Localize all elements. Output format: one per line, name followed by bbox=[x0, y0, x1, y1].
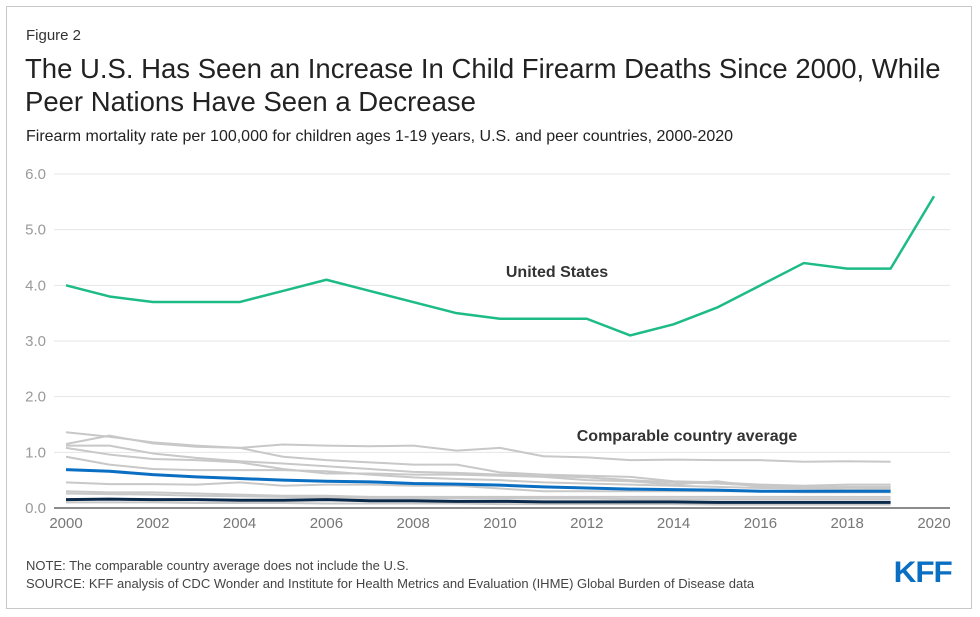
x-tick-label: 2004 bbox=[223, 515, 256, 532]
y-tick-label: 2.0 bbox=[25, 389, 46, 406]
y-tick-label: 4.0 bbox=[25, 277, 46, 294]
series-line-peer-country bbox=[66, 444, 891, 488]
figure-label: Figure 2 bbox=[26, 27, 82, 44]
x-tick-label: 2010 bbox=[483, 515, 516, 532]
x-tick-label: 2006 bbox=[310, 515, 343, 532]
series-line-comparable-country-average bbox=[65, 468, 891, 493]
chart-title: The U.S. Has Seen an Increase In Child F… bbox=[25, 53, 941, 117]
x-tick-label: 2000 bbox=[49, 515, 82, 532]
annotation-label: Comparable country average bbox=[577, 428, 798, 445]
series-line-peer-country bbox=[65, 446, 891, 489]
note-text: NOTE: The comparable country average doe… bbox=[26, 558, 409, 573]
figure-frame bbox=[6, 6, 972, 609]
y-tick-label: 0.0 bbox=[25, 500, 46, 517]
x-tick-label: 2008 bbox=[397, 515, 430, 532]
x-tick-label: 2018 bbox=[831, 515, 864, 532]
y-tick-label: 5.0 bbox=[25, 222, 46, 239]
series-line-peer-country bbox=[65, 434, 891, 463]
source-text: SOURCE: KFF analysis of CDC Wonder and I… bbox=[26, 576, 755, 591]
x-tick-label: 2020 bbox=[917, 515, 950, 532]
x-tick-label: 2002 bbox=[136, 515, 169, 532]
y-tick-label: 6.0 bbox=[25, 166, 46, 183]
series-line-peer-country bbox=[65, 497, 891, 504]
y-tick-label: 1.0 bbox=[25, 444, 46, 461]
y-tick-label: 3.0 bbox=[25, 333, 46, 350]
x-tick-label: 2014 bbox=[657, 515, 690, 532]
x-tick-label: 2016 bbox=[744, 515, 777, 532]
series-line-united-states bbox=[65, 195, 936, 337]
x-tick-label: 2012 bbox=[570, 515, 603, 532]
series-line-peer-country bbox=[65, 492, 891, 501]
series-line-peer-country bbox=[66, 501, 891, 506]
annotation-label: United States bbox=[506, 264, 608, 281]
series-line-peer-country bbox=[65, 455, 891, 491]
series-line-peer-country bbox=[65, 490, 891, 498]
kff-logo: KFF bbox=[893, 556, 953, 589]
chart-subtitle: Firearm mortality rate per 100,000 for c… bbox=[26, 128, 734, 145]
